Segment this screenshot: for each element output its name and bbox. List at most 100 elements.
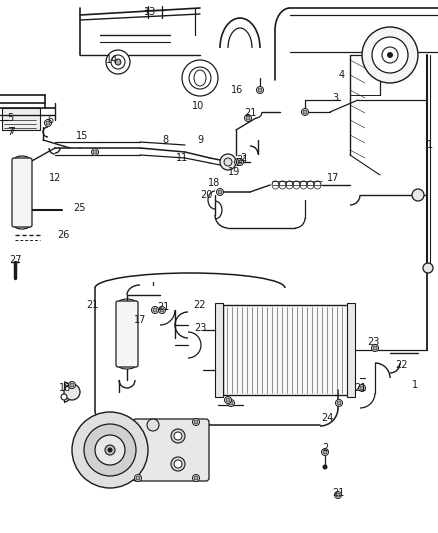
- Text: 17: 17: [134, 315, 146, 325]
- Text: 4: 4: [339, 70, 345, 80]
- FancyBboxPatch shape: [133, 419, 209, 481]
- Text: 15: 15: [76, 131, 88, 141]
- Circle shape: [247, 117, 249, 119]
- Text: 23: 23: [194, 323, 206, 333]
- Circle shape: [70, 383, 74, 387]
- Circle shape: [358, 384, 365, 392]
- Circle shape: [219, 191, 221, 193]
- Circle shape: [387, 52, 393, 58]
- Circle shape: [160, 308, 164, 312]
- Text: 1: 1: [412, 380, 418, 390]
- Text: 17: 17: [327, 173, 339, 183]
- Circle shape: [107, 448, 113, 453]
- Circle shape: [218, 190, 222, 194]
- Circle shape: [336, 400, 343, 407]
- Circle shape: [227, 399, 229, 401]
- Text: 25: 25: [74, 203, 86, 213]
- Circle shape: [46, 121, 50, 125]
- Text: 27: 27: [9, 255, 21, 265]
- Circle shape: [303, 110, 307, 114]
- Circle shape: [171, 429, 185, 443]
- Text: 24: 24: [321, 413, 333, 423]
- Circle shape: [154, 309, 155, 311]
- Circle shape: [159, 306, 166, 313]
- Text: 21: 21: [86, 300, 98, 310]
- Bar: [223, 305, 348, 395]
- Circle shape: [224, 158, 232, 166]
- Text: 18: 18: [208, 178, 220, 188]
- Circle shape: [225, 397, 232, 403]
- Circle shape: [412, 189, 424, 201]
- Text: 5: 5: [7, 113, 13, 123]
- Text: 22: 22: [396, 360, 408, 370]
- Circle shape: [246, 116, 250, 120]
- Circle shape: [134, 474, 141, 481]
- Circle shape: [61, 394, 67, 400]
- Text: 21: 21: [236, 155, 248, 165]
- Text: 18: 18: [59, 383, 71, 393]
- Circle shape: [153, 308, 157, 312]
- Text: 6: 6: [47, 115, 53, 125]
- Circle shape: [161, 309, 162, 311]
- Text: 26: 26: [57, 230, 69, 240]
- Text: 14: 14: [106, 55, 118, 65]
- Text: 21: 21: [244, 108, 256, 118]
- Circle shape: [174, 460, 182, 468]
- Circle shape: [115, 59, 121, 65]
- Circle shape: [237, 161, 239, 163]
- Circle shape: [337, 401, 341, 405]
- Text: 8: 8: [162, 135, 168, 145]
- Circle shape: [94, 151, 95, 152]
- Text: 9: 9: [197, 135, 203, 145]
- Text: 11: 11: [176, 153, 188, 163]
- Circle shape: [244, 115, 251, 122]
- Bar: [2, 108, 40, 130]
- Circle shape: [337, 494, 339, 496]
- Circle shape: [84, 424, 136, 476]
- Text: 22: 22: [194, 300, 206, 310]
- Circle shape: [382, 47, 398, 63]
- Text: 2: 2: [322, 443, 328, 453]
- Circle shape: [373, 346, 377, 350]
- Circle shape: [230, 402, 232, 403]
- Circle shape: [194, 420, 198, 424]
- Text: 21: 21: [354, 383, 366, 393]
- Circle shape: [371, 344, 378, 351]
- Circle shape: [338, 402, 340, 403]
- Text: 19: 19: [228, 167, 240, 177]
- Circle shape: [236, 160, 240, 164]
- Circle shape: [106, 50, 130, 74]
- Circle shape: [171, 457, 185, 471]
- FancyBboxPatch shape: [116, 301, 138, 367]
- Circle shape: [322, 464, 328, 470]
- Text: 23: 23: [367, 337, 379, 347]
- Circle shape: [174, 432, 182, 440]
- Circle shape: [259, 90, 261, 91]
- FancyBboxPatch shape: [12, 158, 32, 227]
- Circle shape: [105, 445, 115, 455]
- Circle shape: [137, 477, 139, 479]
- Circle shape: [136, 476, 140, 480]
- Circle shape: [182, 60, 218, 96]
- Text: 13: 13: [144, 7, 156, 17]
- Circle shape: [227, 400, 234, 407]
- Text: 3: 3: [332, 93, 338, 103]
- Circle shape: [237, 158, 244, 166]
- Text: 21: 21: [157, 302, 169, 312]
- Circle shape: [93, 150, 97, 154]
- Text: 21: 21: [332, 488, 344, 498]
- Circle shape: [47, 122, 49, 124]
- Circle shape: [189, 67, 211, 89]
- Circle shape: [95, 435, 125, 465]
- Circle shape: [258, 88, 262, 92]
- Circle shape: [72, 412, 148, 488]
- Circle shape: [192, 474, 199, 481]
- Circle shape: [64, 384, 80, 400]
- Circle shape: [362, 27, 418, 83]
- Circle shape: [257, 86, 264, 93]
- Circle shape: [336, 493, 340, 497]
- Circle shape: [71, 384, 73, 386]
- Circle shape: [238, 160, 242, 164]
- Circle shape: [324, 451, 326, 453]
- Circle shape: [335, 491, 342, 498]
